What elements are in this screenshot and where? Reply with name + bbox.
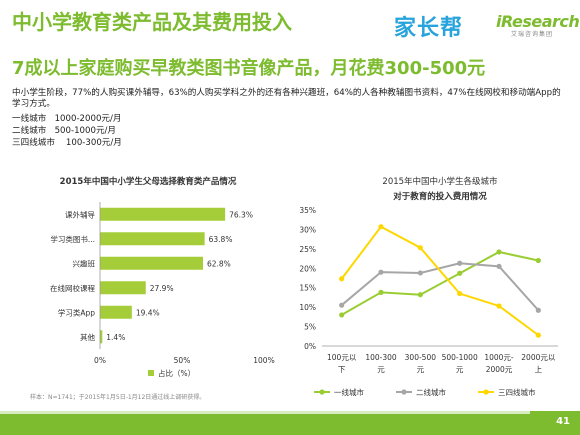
- bottom-bar-stripe: [0, 411, 530, 414]
- bar: [100, 256, 203, 270]
- bar-chart-title: 2015年中国中小学生父母选择教育类产品情况: [60, 176, 237, 187]
- line-y-tick-label: 35%: [299, 206, 316, 215]
- line-x-tick-label: 100-300: [365, 353, 397, 362]
- line-legend-label: 三四线城市: [498, 387, 536, 397]
- summary-paragraph: 中小学生阶段，77%的人购买课外辅导，63%的人购买学科之外的还有各种兴趣班，6…: [12, 88, 561, 110]
- line-y-tick-label: 25%: [299, 245, 316, 254]
- bar-value-label: 19.4%: [136, 308, 160, 317]
- line-series: [341, 250, 539, 316]
- line-legend-marker: [483, 389, 489, 395]
- bar-x-tick-label: 100%: [253, 356, 274, 365]
- iresearch-logo-text: iResearch: [496, 12, 580, 31]
- line-legend-label: 一线城市: [334, 387, 364, 397]
- line-x-tick-label: 元: [417, 365, 425, 374]
- page-number: 41: [556, 416, 570, 427]
- line-chart-title-line1: 2015年中国中小学生各级城市: [382, 176, 498, 187]
- page-subtitle: 7成以上家庭购买早教类图书音像产品，月花费300-500元: [12, 58, 486, 79]
- line-point: [457, 290, 463, 297]
- line-legend-marker: [319, 389, 325, 395]
- line-x-tick-label: 2000元以: [521, 353, 556, 362]
- line-point: [457, 270, 463, 276]
- bar-category-label: 其他: [80, 332, 95, 342]
- line-series: [340, 225, 539, 336]
- line-point: [339, 312, 345, 318]
- line-series: [341, 262, 540, 311]
- line-x-tick-label: 上: [535, 365, 543, 374]
- footnote: 样本：N=1741；于2015年1月5日-1月12日通过线上调研获得。: [30, 394, 206, 401]
- line-point: [417, 245, 423, 251]
- bar-x-tick-label: 0%: [94, 356, 106, 365]
- line-point: [417, 270, 423, 276]
- line-point: [496, 249, 502, 255]
- line-y-tick-label: 10%: [299, 303, 316, 312]
- bar: [100, 305, 132, 319]
- bar: [100, 232, 205, 246]
- tier-line-2: 二线城市 500-1000元/月: [12, 126, 117, 136]
- bottom-bar: 41: [0, 411, 580, 435]
- line-point: [417, 292, 423, 298]
- line-x-tick-label: 元: [456, 365, 464, 374]
- line-y-tick-label: 30%: [299, 225, 316, 234]
- line-legend-marker: [401, 389, 407, 395]
- line-x-tick-label: 下: [338, 365, 346, 374]
- line-y-tick-label: 5%: [304, 323, 316, 332]
- tier-line-3: 三四线城市 100-300元/月: [12, 138, 122, 148]
- tier-line-1: 一线城市 1000-2000元/月: [12, 114, 122, 124]
- iresearch-logo-cn: 艾瑞咨询集团: [510, 31, 553, 38]
- bar-value-label: 76.3%: [229, 210, 253, 219]
- line-y-tick-label: 20%: [299, 264, 316, 273]
- jiazhangbang-logo: 家长帮: [394, 16, 464, 41]
- iresearch-logo: iResearch 艾瑞咨询集团: [496, 12, 580, 38]
- bar-category-label: 在线网校课程: [50, 283, 95, 293]
- line-point: [496, 303, 502, 309]
- bar-category-label: 学习类App: [58, 307, 95, 317]
- line-point: [535, 307, 541, 313]
- bar-category-label: 学习类图书...: [50, 234, 95, 244]
- line-x-tick-label: 1000元-: [484, 353, 514, 362]
- line-point: [378, 224, 384, 230]
- line-point: [457, 260, 463, 266]
- line-x-tick-label: 元: [377, 365, 385, 374]
- bar-legend-label: 占比（%）: [158, 368, 195, 378]
- line-y-tick-label: 15%: [299, 284, 316, 293]
- bar-value-label: 62.8%: [207, 259, 231, 268]
- line-x-tick-label: 300-500: [405, 353, 437, 362]
- line-legend-label: 二线城市: [416, 387, 446, 397]
- bar-value-label: 27.9%: [150, 284, 174, 293]
- line-point: [535, 257, 541, 264]
- line-point: [339, 276, 345, 282]
- bar: [100, 330, 103, 344]
- line-x-tick-label: 100元以: [327, 353, 357, 362]
- bar-category-label: 课外辅导: [65, 209, 95, 219]
- line-point: [535, 332, 541, 338]
- page-title: 中小学教育类产品及其费用投入: [12, 10, 292, 34]
- line-point: [378, 289, 384, 295]
- bar-legend-swatch: [148, 370, 154, 376]
- bar-x-tick-label: 50%: [174, 356, 191, 365]
- line-x-tick-label: 2000元: [486, 365, 513, 374]
- bar: [100, 281, 146, 295]
- line-x-tick-label: 500-1000: [442, 353, 478, 362]
- line-y-tick-label: 0%: [304, 342, 316, 351]
- line-point: [339, 302, 345, 308]
- bar: [100, 207, 226, 221]
- bar-category-label: 兴趣班: [73, 258, 96, 268]
- bar-value-label: 63.8%: [209, 235, 233, 244]
- line-chart-title-line2: 对于教育的投入费用情况: [393, 191, 487, 202]
- line-point: [378, 269, 384, 275]
- line-point: [496, 263, 502, 269]
- bar-value-label: 1.4%: [106, 333, 125, 342]
